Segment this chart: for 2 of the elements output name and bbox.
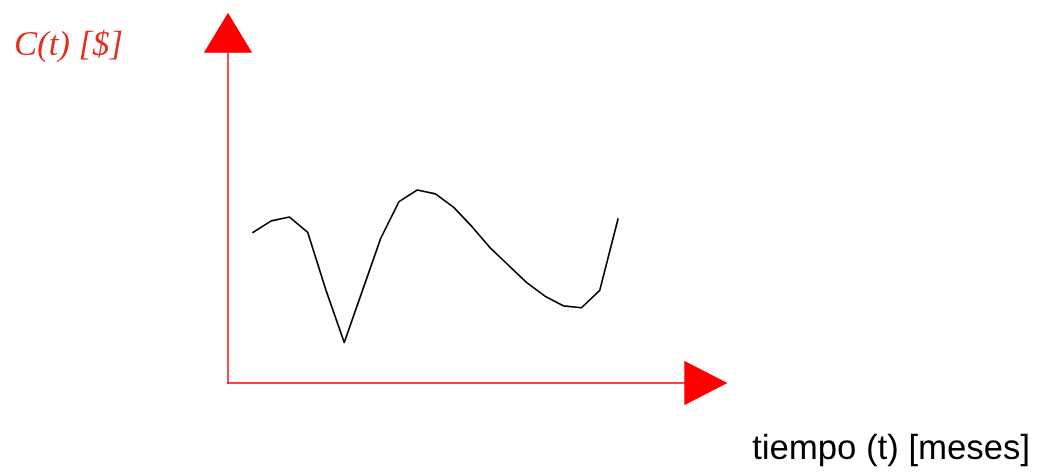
text: C(t) [$] bbox=[15, 29, 122, 63]
x-axis-title: tiempo (t) [meses] bbox=[752, 433, 1028, 467]
